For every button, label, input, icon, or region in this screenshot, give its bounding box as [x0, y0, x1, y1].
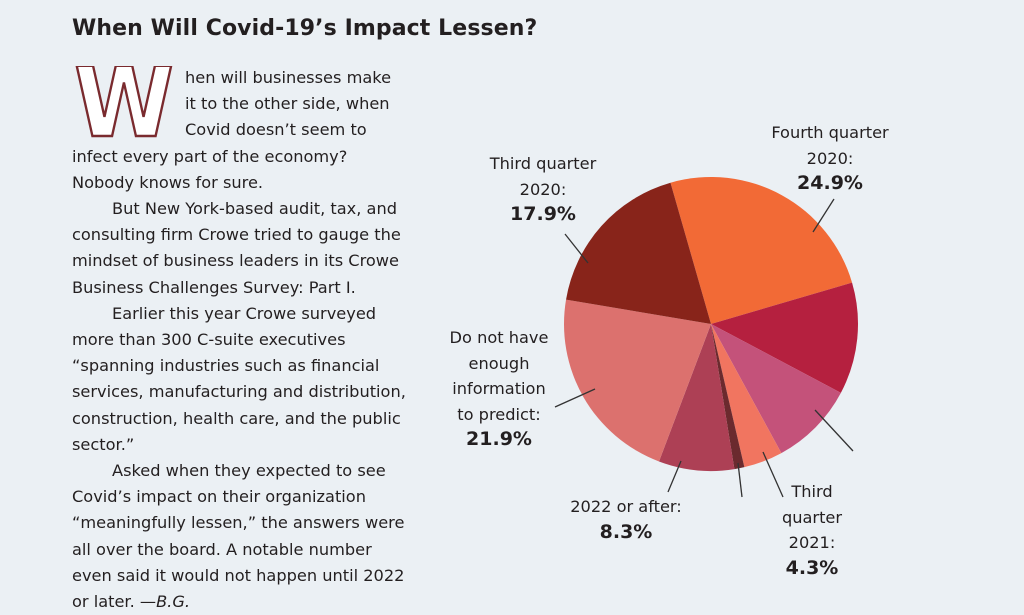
pie-slice: [564, 299, 711, 462]
slice-value-label: 8.3%: [599, 520, 653, 543]
paragraph-line: “meaningfully lessen,” the answers were: [72, 513, 405, 533]
slice-label-text: Fourth quarter: [771, 123, 889, 142]
slice-label-text: quarter: [781, 507, 843, 527]
article-body: hen will businesses make it to the other …: [72, 65, 422, 615]
leader-line: [762, 451, 784, 498]
pie-slice: [711, 324, 841, 454]
paragraph-line: Asked when they expected to see: [112, 461, 386, 481]
paragraph-line: even said it would not happen until 2022: [72, 565, 405, 585]
pie-slice: [566, 182, 711, 324]
slice-label-text: Third: [791, 482, 833, 501]
paragraph-line: all over the board. A notable number: [72, 539, 372, 559]
slice-label-text: Third quarter: [489, 154, 597, 173]
paragraph-line: more than 300 C-suite executives: [72, 330, 346, 350]
slice-label-text: 2020:: [806, 148, 854, 168]
paragraph-line: services, manufacturing and distribution…: [72, 382, 406, 402]
paragraph-line: “spanning industries such as financial: [72, 356, 380, 376]
paragraph-line: Earlier this year Crowe surveyed: [112, 303, 377, 323]
leader-line: [814, 409, 854, 452]
paragraph-line: consulting firm Crowe tried to gauge the: [72, 225, 401, 245]
slice-label-text: information: [452, 379, 546, 399]
leader-line: [564, 233, 589, 264]
slice-value-label: 24.9%: [797, 172, 863, 195]
paragraph-line: sector.”: [72, 434, 135, 454]
paragraph-line: Covid’s impact on their organization: [72, 487, 366, 507]
leader-line: [737, 462, 743, 498]
paragraph-line: Nobody knows for sure.: [72, 172, 264, 192]
paragraph-line: or later. —B.G.: [72, 592, 191, 612]
paragraph-line: Business Challenges Survey: Part I.: [72, 277, 356, 297]
drop-cap-letter: W: [74, 66, 174, 140]
slice-label-text: 2021:: [788, 533, 836, 553]
slice-label: Fourth quarter 2020: 24.9%: [771, 120, 888, 197]
paragraph-line: it to the other side, when: [185, 94, 390, 114]
paragraph-line: But New York-based audit, tax, and: [112, 199, 398, 219]
slice-label-text: enough: [468, 353, 530, 373]
leader-line: [812, 198, 835, 233]
leader-line: [554, 388, 596, 408]
slice-label: Third quarter 2020: 17.9%: [490, 151, 597, 228]
slice-value-label: 21.9%: [466, 428, 532, 451]
paragraph-line: Covid doesn’t seem to: [185, 120, 367, 140]
author-signature: B.G.: [156, 592, 191, 612]
page-title: When Will Covid-19’s Impact Lessen?: [72, 16, 538, 41]
pie-slice: [711, 282, 858, 393]
slice-label-text: to predict:: [457, 404, 541, 424]
slice-label: Do not have enough information to predict: 2…: [450, 325, 549, 453]
pie-slice: [711, 324, 745, 470]
pie-slice: [670, 176, 853, 324]
pie-slice: [711, 324, 782, 468]
paragraph-line: construction, health care, and the publi…: [72, 408, 401, 428]
pie-slice: [658, 324, 735, 471]
paragraph-line: hen will businesses make: [185, 68, 392, 87]
drop-cap: W: [73, 66, 176, 140]
slice-value-label: 4.3%: [785, 556, 839, 579]
slice-value-label: 17.9%: [510, 203, 576, 226]
slice-label: Third quarter 2021: 4.3%: [782, 479, 842, 581]
slice-label-text: 2022 or after:: [570, 497, 682, 516]
paragraph-line: infect every part of the economy?: [72, 146, 348, 166]
slice-label-text: 2020:: [519, 179, 567, 199]
slice-label: 2022 or after: 8.3%: [570, 494, 682, 545]
paragraph-line: mindset of business leaders in its Crowe: [72, 251, 400, 271]
leader-line: [667, 460, 682, 493]
slice-label-text: Do not have: [449, 328, 549, 347]
